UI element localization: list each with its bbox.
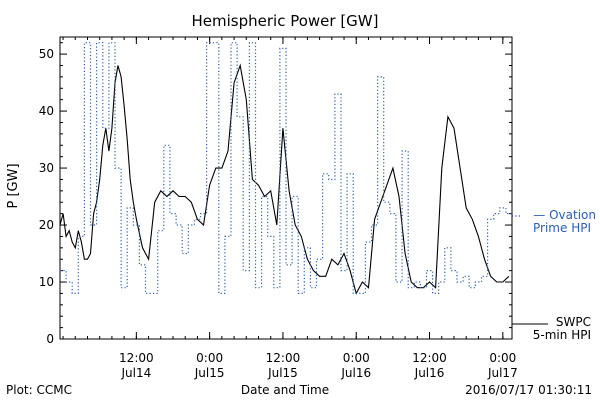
footer-timestamp: 2016/07/17 01:30:11	[465, 383, 592, 397]
y-axis-label: P [GW]	[6, 163, 21, 208]
x-tick-time-label: 12:00	[266, 351, 301, 365]
plot-area: 0102030405012:00Jul140:00Jul1512:00Jul15…	[39, 36, 518, 380]
y-tick-label: 10	[39, 275, 54, 289]
footer-plot-credit: Plot: CCMC	[6, 383, 72, 397]
chart-title: Hemispheric Power [GW]	[192, 12, 379, 30]
x-tick-date-label: Jul15	[267, 366, 298, 380]
x-tick-time-label: 12:00	[119, 351, 154, 365]
y-tick-label: 30	[39, 161, 54, 175]
x-tick-time-label: 0:00	[343, 351, 370, 365]
x-tick-date-label: Jul17	[487, 366, 518, 380]
y-tick-label: 50	[39, 47, 54, 61]
y-tick-label: 40	[39, 104, 54, 118]
x-tick-time-label: 12:00	[412, 351, 447, 365]
x-tick-date-label: Jul15	[194, 366, 225, 380]
legend-swpc-label: SWPC	[556, 315, 591, 329]
series-ovation-prime-hpi	[60, 42, 512, 294]
x-tick-time-label: 0:00	[196, 351, 223, 365]
x-tick-date-label: Jul16	[340, 366, 371, 380]
series-swpc-5min-hpi	[60, 63, 510, 295]
y-tick-label: 20	[39, 218, 54, 232]
x-tick-time-label: 0:00	[489, 351, 516, 365]
x-axis-label: Date and Time	[241, 383, 329, 397]
x-tick-date-label: Jul16	[414, 366, 445, 380]
legend-swpc-label: 5-min HPI	[533, 328, 591, 342]
x-tick-date-label: Jul14	[120, 366, 151, 380]
legend-ovation-label: Prime HPI	[533, 221, 591, 235]
plot-frame	[59, 36, 513, 340]
legend-ovation-label: — Ovation	[533, 208, 596, 222]
y-tick-label: 0	[46, 332, 54, 346]
